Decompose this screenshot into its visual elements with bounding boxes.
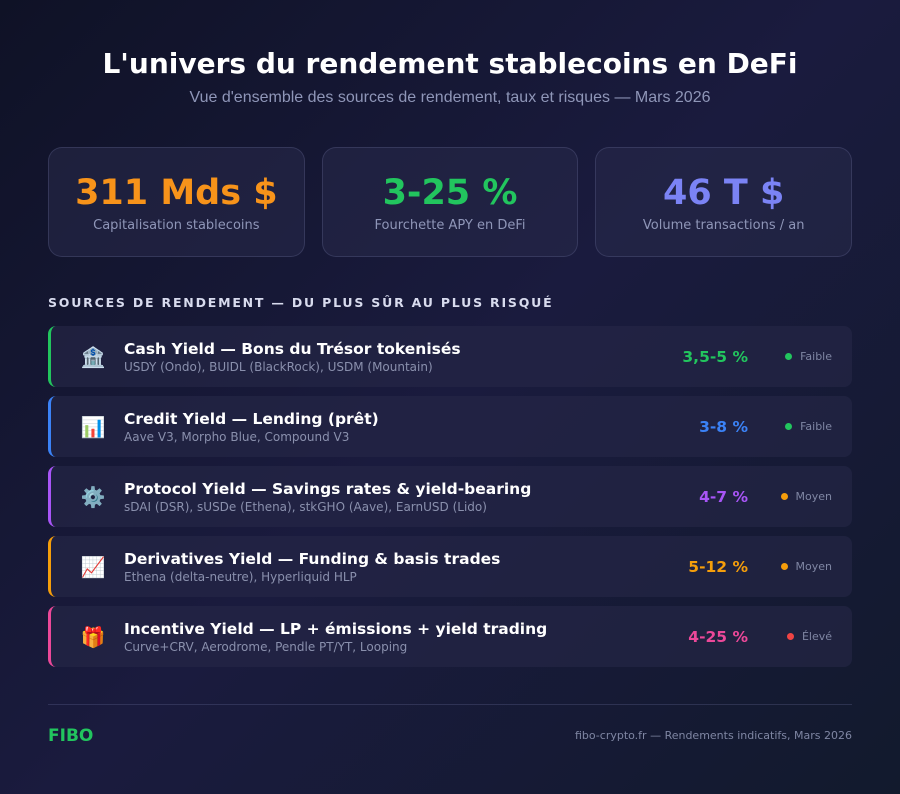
stats-row: 311 Mds $ Capitalisation stablecoins 3-2…: [48, 147, 853, 257]
risk-dot-icon: [786, 633, 794, 640]
source-title: Derivatives Yield — Funding & basis trad…: [124, 549, 501, 568]
bank-icon: 🏦: [80, 344, 106, 369]
source-row-derivatives-yield: 📈 Derivatives Yield — Funding & basis tr…: [48, 536, 852, 597]
source-examples: sDAI (DSR), sUSDe (Ethena), stkGHO (Aave…: [124, 499, 487, 514]
page-header: L'univers du rendement stablecoins en De…: [0, 0, 900, 108]
source-rate: 3-8 %: [699, 417, 748, 436]
source-rate: 3,5-5 %: [682, 347, 748, 366]
source-rate: 4-25 %: [688, 627, 748, 646]
risk-badge: Faible: [764, 420, 832, 433]
page-subtitle: Vue d'ensemble des sources de rendement,…: [189, 89, 711, 106]
brand-logo: FIBO: [48, 726, 94, 746]
source-examples: USDY (Ondo), BUIDL (BlackRock), USDM (Mo…: [124, 359, 433, 374]
stat-card-apy-range: 3-25 % Fourchette APY en DeFi: [321, 147, 579, 257]
risk-dot-icon: [785, 353, 793, 360]
risk-badge: Élevé: [764, 630, 832, 643]
footer-note: fibo-crypto.fr — Rendements indicatifs, …: [574, 729, 852, 742]
risk-dot-icon: [785, 423, 793, 430]
source-row-cash-yield: 🏦 Cash Yield — Bons du Trésor tokenisés …: [48, 326, 852, 387]
risk-label: Faible: [800, 350, 832, 363]
gift-icon: 🎁: [80, 624, 106, 649]
gear-icon: ⚙️: [80, 484, 106, 509]
stat-label: Capitalisation stablecoins: [93, 218, 260, 233]
stat-value: 46 T $: [663, 173, 785, 213]
footer-divider: [48, 704, 852, 705]
source-title: Credit Yield — Lending (prêt): [124, 409, 379, 428]
stat-label: Fourchette APY en DeFi: [374, 218, 526, 233]
source-row-incentive-yield: 🎁 Incentive Yield — LP + émissions + yie…: [48, 606, 852, 667]
risk-label: Élevé: [801, 630, 832, 643]
source-examples: Curve+CRV, Aerodrome, Pendle PT/YT, Loop…: [124, 639, 408, 654]
source-row-credit-yield: 📊 Credit Yield — Lending (prêt) Aave V3,…: [48, 396, 852, 457]
source-row-protocol-yield: ⚙️ Protocol Yield — Savings rates & yiel…: [48, 466, 852, 527]
stat-value: 311 Mds $: [75, 173, 278, 213]
source-examples: Aave V3, Morpho Blue, Compound V3: [124, 429, 350, 444]
risk-label: Moyen: [795, 490, 832, 503]
trending-up-chart-icon: 📈: [80, 554, 106, 579]
source-title: Cash Yield — Bons du Trésor tokenisés: [124, 339, 461, 358]
source-title: Incentive Yield — LP + émissions + yield…: [124, 619, 548, 638]
stat-value: 3-25 %: [382, 173, 518, 213]
stat-card-volume: 46 T $ Volume transactions / an: [595, 147, 853, 257]
source-title: Protocol Yield — Savings rates & yield-b…: [124, 479, 532, 498]
stat-label: Volume transactions / an: [642, 218, 805, 233]
source-rate: 5-12 %: [688, 557, 748, 576]
source-examples: Ethena (delta-neutre), Hyperliquid HLP: [124, 569, 357, 584]
section-title: SOURCES DE RENDEMENT — DU PLUS SÛR AU PL…: [48, 295, 554, 310]
risk-label: Moyen: [795, 560, 832, 573]
risk-dot-icon: [780, 563, 788, 570]
risk-badge: Moyen: [764, 490, 832, 503]
risk-badge: Moyen: [764, 560, 832, 573]
risk-label: Faible: [800, 420, 832, 433]
page-title: L'univers du rendement stablecoins en De…: [102, 47, 798, 80]
risk-dot-icon: [780, 493, 788, 500]
bar-chart-icon: 📊: [80, 414, 106, 439]
source-rate: 4-7 %: [699, 487, 748, 506]
yield-sources-list: 🏦 Cash Yield — Bons du Trésor tokenisés …: [48, 326, 852, 676]
risk-badge: Faible: [764, 350, 832, 363]
stat-card-market-cap: 311 Mds $ Capitalisation stablecoins: [48, 147, 305, 257]
